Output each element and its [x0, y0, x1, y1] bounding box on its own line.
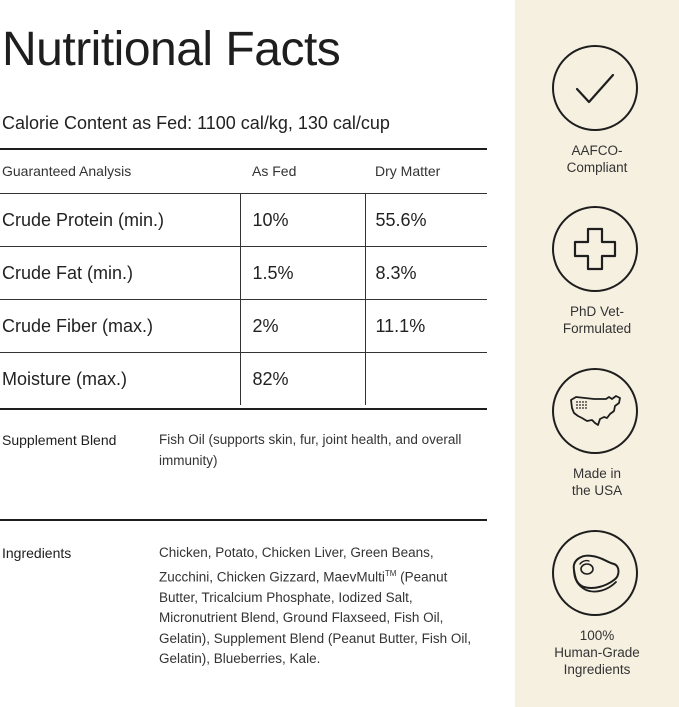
badges-sidebar: AAFCO- Compliant PhD Vet- Formulated Mad…	[515, 0, 679, 707]
as-fed-value: 2%	[239, 299, 365, 353]
dry-matter-value: 11.1%	[364, 299, 487, 353]
guaranteed-analysis-table: Guaranteed Analysis As Fed Dry Matter Cr…	[0, 149, 487, 405]
badge-line: the USA	[571, 483, 623, 498]
ingredients-text-end: (Peanut Butter, Tricalcium Phosphate, Io…	[159, 569, 472, 666]
nutrient-name: Crude Fiber (max.)	[0, 299, 240, 353]
badge-line: Compliant	[566, 160, 628, 175]
badge-line: Human-Grade	[554, 645, 640, 660]
supplement-text: Fish Oil (supports skin, fur, joint heal…	[159, 432, 462, 468]
usa-map-icon	[552, 368, 638, 454]
ingredients-label: Ingredients	[2, 545, 72, 561]
page-title: Nutritional Facts	[2, 23, 341, 76]
table-row: Moisture (max.) 82%	[0, 352, 487, 405]
dry-matter-value: 55.6%	[364, 193, 487, 247]
as-fed-value: 10%	[239, 193, 365, 247]
nutrient-name: Crude Fat (min.)	[0, 246, 240, 300]
dry-matter-value: 8.3%	[364, 246, 487, 300]
badge-line: 100%	[579, 628, 615, 643]
header-guaranteed-analysis: Guaranteed Analysis	[0, 149, 240, 194]
nutrient-name: Crude Protein (min.)	[0, 193, 240, 247]
dry-matter-value	[364, 352, 487, 405]
badge-line: AAFCO-	[571, 143, 623, 158]
table-header-row: Guaranteed Analysis As Fed Dry Matter	[0, 149, 487, 194]
header-dry-matter: Dry Matter	[365, 149, 487, 194]
badge-label-human-grade: 100% Human-Grade Ingredients	[515, 627, 679, 678]
trademark-mark: TM	[384, 568, 397, 578]
checkmark-icon	[552, 45, 638, 131]
badge-label-phd-vet: PhD Vet- Formulated	[515, 303, 679, 337]
badge-line: PhD Vet-	[569, 304, 625, 319]
nutrition-panel: Nutritional Facts Calorie Content as Fed…	[0, 23, 487, 670]
badge-label-made-in-usa: Made in the USA	[515, 465, 679, 499]
nutrient-name: Moisture (max.)	[2, 368, 128, 389]
medical-cross-icon	[552, 206, 638, 292]
badge-line: Ingredients	[563, 662, 631, 677]
header-as-fed: As Fed	[240, 149, 365, 194]
as-fed-value: 82%	[239, 352, 365, 405]
supplement-label: Supplement Blend	[2, 432, 117, 448]
ingredients-text-start: Chicken, Potato, Chicken Liver, Green Be…	[159, 545, 434, 584]
ingredients-top-rule	[0, 519, 487, 521]
badge-label-aafco: AAFCO- Compliant	[515, 142, 679, 176]
calorie-content: Calorie Content as Fed: 1100 cal/kg, 130…	[2, 113, 390, 133]
steak-icon	[552, 530, 638, 616]
badge-line: Made in	[572, 466, 622, 481]
badge-line: Formulated	[562, 321, 632, 336]
ingredients-text: Chicken, Potato, Chicken Liver, Green Be…	[159, 543, 484, 670]
table-row: Crude Protein (min.) 10% 55.6%	[0, 193, 487, 247]
table-row: Crude Fiber (max.) 2% 11.1%	[0, 299, 487, 353]
table-bottom-rule	[0, 408, 487, 410]
as-fed-value: 1.5%	[239, 246, 365, 300]
table-row: Crude Fat (min.) 1.5% 8.3%	[0, 246, 487, 300]
